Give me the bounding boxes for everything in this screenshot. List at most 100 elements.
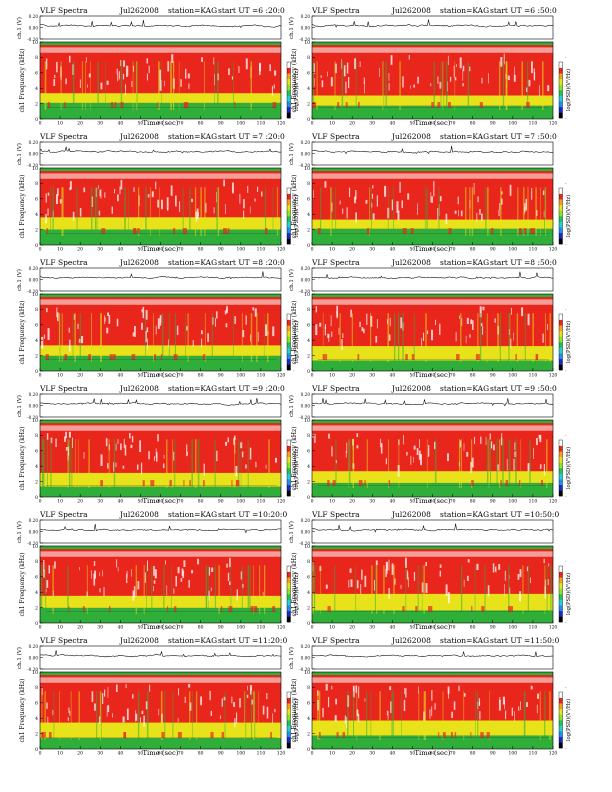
spectrogram-speckle (474, 436, 476, 445)
waveform-tick-label: 0.00 (301, 277, 311, 282)
spectrogram-speckle (117, 73, 119, 82)
spectrogram-streak (84, 61, 86, 110)
spectrogram-speckle (187, 451, 188, 456)
time-axis-label: Time (sec) (143, 497, 179, 505)
colorbar-segment (559, 582, 563, 589)
spectrogram-streak (259, 565, 261, 614)
spectrogram-streak (136, 61, 138, 110)
spectrogram-streak (145, 187, 147, 236)
colorbar-segment (287, 456, 291, 463)
spectrogram-patch (131, 354, 136, 361)
spectrogram-speckle (417, 686, 419, 694)
spectrogram-streak (515, 439, 517, 488)
spectrogram-speckle (407, 193, 410, 200)
time-tick-label: 120 (277, 373, 286, 379)
spectrogram-speckle (157, 318, 160, 329)
spectrogram-speckle (145, 331, 147, 343)
spectrogram-speckle (245, 464, 247, 469)
spectrogram-speckle (327, 333, 330, 338)
spectrogram-patch (177, 732, 182, 739)
spectrogram-speckle (274, 70, 277, 76)
spectrogram-band-peak (40, 299, 281, 305)
time-axis-label: Time (sec) (415, 497, 451, 505)
spectrogram-speckle (538, 85, 540, 97)
time-tick-label: 100 (509, 121, 518, 127)
spectrogram-streak (312, 565, 314, 614)
spectrogram-band-low (312, 105, 553, 119)
spectrogram-streak (45, 565, 47, 614)
waveform-frame (39, 645, 282, 670)
colorbar-segment (559, 101, 563, 108)
spectrogram-speckle (251, 699, 253, 705)
spectrogram-streak (516, 313, 519, 362)
colorbar-segment (559, 594, 563, 600)
time-tick-label: 20 (77, 625, 83, 631)
colorbar-tick-label: - (565, 685, 567, 690)
spectrogram-streak (471, 439, 473, 488)
spectrogram-speckle (173, 451, 175, 461)
spectrogram-patch (264, 228, 268, 235)
colorbar-segment (287, 358, 291, 365)
spectrogram-speckle (389, 686, 392, 691)
spectrogram-speckle (341, 338, 343, 350)
spectrogram-streak (542, 61, 544, 110)
time-axis-label: Time (sec) (415, 371, 451, 379)
spectrogram-speckle (376, 195, 378, 207)
spectrogram-speckle (388, 588, 390, 599)
spectrogram-speckle (513, 458, 515, 471)
spectrogram-streak (173, 61, 175, 110)
panel-start-time: start UT =6 :20:0 (218, 6, 285, 15)
spectrogram-speckle (413, 571, 416, 581)
spectrogram-speckle (400, 317, 403, 329)
colorbar-segment (559, 210, 563, 217)
panel-station: station=KAG (168, 510, 217, 519)
spectrogram-patch (450, 732, 453, 739)
colorbar-segment (287, 232, 291, 239)
time-tick-label: 60 (430, 625, 436, 631)
spectrogram-streak (460, 313, 462, 362)
spectrogram-streak (370, 691, 372, 740)
spectrogram-streak (334, 565, 336, 614)
spectrogram-speckle (45, 58, 48, 70)
spectrogram-streak (234, 439, 235, 488)
spectrogram-patch (88, 354, 92, 361)
spectrogram-streak (143, 565, 145, 614)
colorbar-label: log(PSD)(V²/Hz) (293, 699, 300, 741)
colorbar-segment (559, 95, 563, 102)
spectrogram-speckle (386, 710, 388, 716)
time-tick-label: 70 (178, 121, 184, 127)
spectrogram-streak (268, 439, 270, 488)
spectrogram-streak (467, 61, 470, 110)
waveform-frame (39, 141, 282, 166)
spectrogram-speckle (506, 459, 508, 471)
colorbar-segment (287, 101, 291, 108)
spectrogram-speckle (221, 698, 223, 707)
colorbar-tick-label: - (565, 433, 567, 438)
spectrogram-band-peak (40, 425, 281, 431)
colorbar-segment (287, 330, 291, 337)
spectrogram-streak (370, 313, 372, 362)
spectrogram-speckle (519, 569, 522, 578)
spectrogram-band-mid (312, 219, 553, 229)
colorbar-segment (287, 204, 291, 211)
spectrogram-streak (152, 313, 154, 362)
time-tick-label: 0 (39, 751, 42, 757)
spectrogram-speckle (214, 318, 216, 327)
spectrogram-streak (546, 565, 548, 614)
colorbar-frame (558, 61, 563, 119)
spectrogram-patch (456, 354, 460, 361)
time-tick-label: 10 (57, 121, 63, 127)
spectrogram-speckle (479, 711, 481, 720)
time-tick-label: 100 (237, 247, 246, 253)
spectrogram-patch (364, 480, 366, 487)
spectrogram-band-peak (312, 47, 553, 53)
waveform-frame (311, 645, 554, 670)
freq-tick-label: 0 (35, 117, 38, 123)
spectrogram-patch (114, 102, 117, 109)
spectrogram-speckle (245, 58, 248, 70)
spectrogram-speckle (181, 568, 184, 576)
spectrogram-speckle (115, 443, 117, 451)
spectrogram-speckle (104, 315, 106, 325)
colorbar-frame (286, 313, 291, 371)
spectrogram-streak (164, 691, 166, 740)
